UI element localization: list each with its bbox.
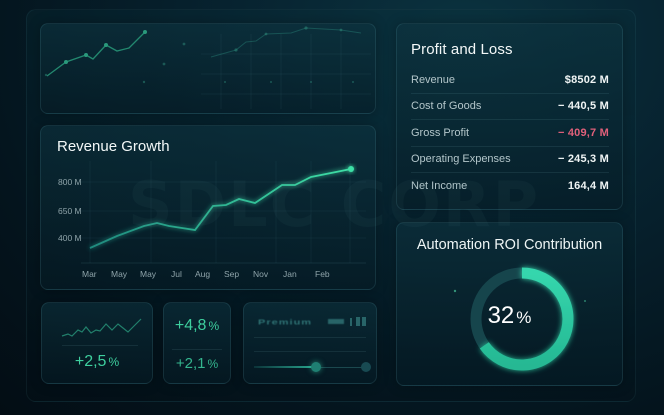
pl-row-value: 164,4 M [567,180,609,193]
pl-row-revenue: Revenue $8502 M [411,67,609,94]
profit-and-loss-table: Revenue $8502 M Cost of Goods − 440,5 M … [411,67,609,200]
y-axis-tick: 800 M [58,177,82,187]
x-axis-tick: Sep [224,269,240,279]
mini-stat-card-3: Premium [243,302,377,384]
slider-track [316,366,366,368]
pl-row-value: − 245,3 M [557,153,609,166]
revenue-growth-line-chart [81,161,366,264]
profit-and-loss-title: Profit and Loss [411,41,513,58]
mini-stat-value-bottom: +2,1% [164,355,230,372]
roi-value-number: 32 [487,302,515,329]
pl-row-operating-expenses: Operating Expenses − 245,3 M [411,147,609,173]
mini-stat-card-2: +4,8% +2,1% [163,302,231,384]
pl-row-cost-of-goods: Cost of Goods − 440,5 M [411,94,609,120]
blurred-bar [328,319,344,324]
stat-number: +2,1 [175,355,206,372]
premium-label: Premium [258,318,313,327]
x-axis-tick: Feb [315,269,330,279]
roi-donut-chart [453,267,586,371]
x-axis-tick: Jan [283,269,297,279]
blurred-bar [356,317,360,326]
profit-and-loss-card: Profit and Loss Revenue $8502 M Cost of … [396,23,623,210]
y-axis-tick: 400 M [58,233,82,243]
mini-stat-value-top: +4,8% [164,317,230,335]
pl-row-label: Operating Expenses [411,153,511,166]
roi-value-unit: % [516,308,532,327]
slider-handle[interactable] [311,362,321,372]
pl-row-value: − 409,7 M [557,126,609,139]
stat-number: +4,8 [174,317,207,334]
pl-row-net-income: Net Income 164,4 M [411,173,609,200]
roi-title: Automation ROI Contribution [416,237,603,253]
pl-row-label: Cost of Goods [411,100,482,113]
x-axis-tick: May [111,269,128,279]
stat-unit: % [108,355,120,369]
divider [62,345,138,346]
x-axis-tick: Mar [82,269,97,279]
automation-roi-card: Automation ROI Contribution 32% [396,222,623,386]
mini-sparkline [61,318,142,337]
mini-stat-value: +2,5% [42,353,152,371]
pl-row-label: Gross Profit [411,126,470,139]
y-axis-tick: 650 M [58,206,82,216]
pl-row-label: Net Income [411,180,468,193]
x-axis-tick: Jul [171,269,182,279]
blurred-bar [362,317,366,326]
pl-row-value: − 440,5 M [557,100,609,113]
slider-track-filled [254,366,316,368]
roi-value: 32% [397,302,622,330]
overview-sparkline-card [40,23,376,114]
pl-row-label: Revenue [411,73,456,86]
revenue-growth-card: Revenue Growth 800 M 650 M 400 M Mar May… [40,125,376,290]
stat-unit: % [207,357,219,371]
blurred-bar [350,318,352,326]
revenue-growth-title: Revenue Growth [57,138,170,155]
slider-end-handle[interactable] [361,362,371,372]
x-axis-tick: Aug [195,269,211,279]
latest-point-marker [348,166,354,172]
mini-stat-card-1: +2,5% [41,302,153,384]
divider [172,349,222,350]
divider [254,351,366,352]
stat-number: +2,5 [74,353,107,370]
pl-row-gross-profit: Gross Profit − 409,7 M [411,120,609,147]
pl-row-value: $8502 M [564,73,609,86]
x-axis-tick: Nov [253,269,269,279]
divider [254,337,366,338]
x-axis-tick: May [140,269,157,279]
overview-sparkline-chart [44,26,371,109]
stat-unit: % [208,319,220,333]
